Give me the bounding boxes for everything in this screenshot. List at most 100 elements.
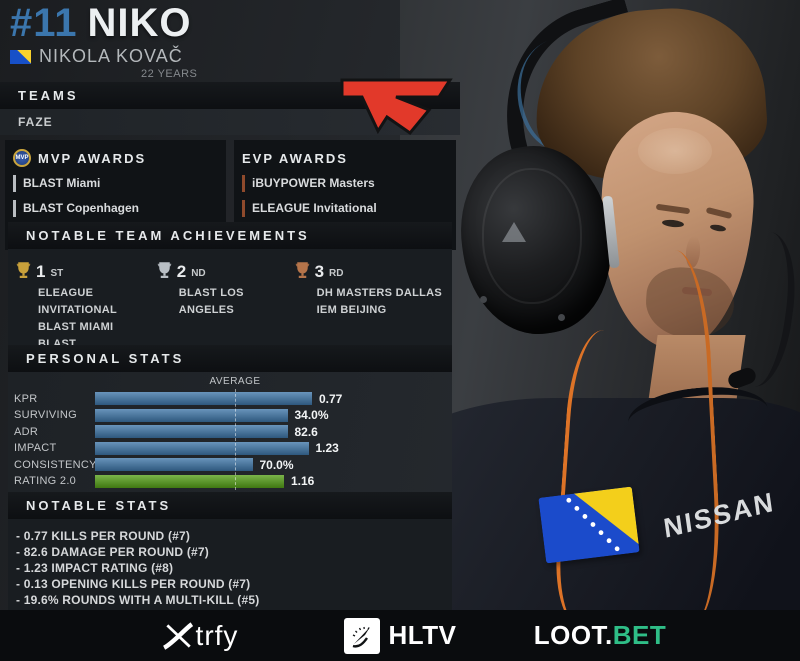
achievement-events: BLAST LOS ANGELES (179, 285, 295, 319)
player-title: #11 NIKO (10, 2, 197, 44)
stat-value: 70.0% (259, 457, 294, 472)
mvp-award-items: BLAST Miami BLAST Copenhagen (13, 175, 218, 217)
notable-stat-line: - 82.6 DAMAGE PER ROUND (#7) (16, 545, 209, 559)
hltv-gauge-graphic (352, 626, 370, 648)
notable-stat-line: - 1.23 IMPACT RATING (#8) (16, 561, 174, 575)
personal-stats-header: PERSONAL STATS (8, 345, 452, 372)
stat-label: SURVIVING (14, 409, 78, 422)
teams-title: TEAMS (18, 88, 79, 103)
stat-bar (95, 392, 312, 405)
stat-bar-track: 34.0% (95, 408, 445, 423)
mvp-award-item: BLAST Copenhagen (13, 200, 139, 217)
mvp-awards-header: MVP MVP AWARDS (13, 147, 218, 169)
stat-row-adr: ADR 82.6 (14, 424, 452, 439)
stat-value: 1.16 (291, 474, 315, 489)
place-row: 1 ST (16, 260, 157, 280)
forehead-highlight (638, 128, 712, 174)
stat-label: ADR (14, 425, 39, 438)
mvp-award-item: BLAST Miami (13, 175, 100, 192)
player-nickname: NIKO (87, 1, 192, 45)
lootbet-wordmark-loot: LOOT. (533, 620, 613, 650)
place-ordinal: ND (191, 268, 206, 279)
evp-award-item: iBUYPOWER Masters (242, 175, 375, 192)
stat-row-kpr: KPR 0.77 (14, 391, 452, 406)
notable-stats-title: NOTABLE STATS (26, 498, 172, 513)
faze-logo-graphic (340, 78, 453, 136)
stat-bar (95, 425, 288, 439)
stat-bar (95, 474, 284, 488)
achievement-group-3rd: 3 RD DH MASTERS DALLAS IEM BEIJING (295, 260, 444, 370)
stat-bar-track: 70.0% (95, 457, 445, 472)
achievement-event: BLAST LOS ANGELES (178, 287, 244, 316)
stat-bar-track: 1.23 (95, 441, 445, 456)
place-number: 3 (314, 262, 325, 281)
place-ordinal: RD (329, 268, 344, 279)
stat-label: KPR (14, 392, 38, 405)
trophy-silver-icon (157, 262, 171, 278)
stat-bar (95, 458, 253, 472)
stat-value: 1.23 (315, 441, 339, 456)
achievements-title: NOTABLE TEAM ACHIEVEMENTS (26, 228, 310, 243)
stat-bar (95, 408, 288, 422)
achievement-event: BLAST MIAMI (38, 321, 114, 333)
lootbet-wordmark-bet: BET (612, 620, 667, 650)
personal-stats-section: PERSONAL STATS AVERAGE KPR 0.77 SURVIVIN… (8, 345, 452, 497)
achievement-event: ELEAGUE INVITATIONAL (38, 287, 117, 316)
place-ordinal: ST (50, 268, 64, 279)
lootbet-logo[interactable]: LOOT. BET (500, 610, 700, 661)
notable-stat-line: - 19.6% ROUNDS WITH A MULTI-KILL (#5) (16, 593, 260, 607)
stat-bar-track: 82.6 (95, 424, 445, 439)
notable-stats-section: NOTABLE STATS - 0.77 KILLS PER ROUND (#7… (8, 492, 452, 620)
stat-value: 34.0% (294, 408, 329, 423)
place-row: 3 RD (295, 260, 444, 280)
notable-stats-body: - 0.77 KILLS PER ROUND (#7) - 82.6 DAMAG… (8, 519, 452, 620)
stat-label: CONSISTENCY (14, 458, 97, 471)
evp-awards-header: EVP AWARDS (242, 147, 448, 169)
xtrfy-x-icon (162, 621, 193, 650)
hltv-logo[interactable]: HLTV (300, 610, 500, 661)
evp-awards-title: EVP AWARDS (242, 150, 348, 166)
stat-bar-track: 1.16 (95, 474, 445, 489)
team-name: FAZE (18, 115, 53, 129)
trophy-gold-icon (16, 262, 31, 278)
mvp-medal-icon: MVP (13, 149, 31, 167)
ear-cup-screw (558, 314, 565, 321)
hltv-wordmark: HLTV (388, 620, 457, 650)
hltv-gauge-icon (343, 617, 380, 654)
stat-bar (95, 441, 309, 455)
notable-stat-line: - 0.13 OPENING KILLS PER ROUND (#7) (16, 577, 251, 591)
bosnia-flag-patch (538, 486, 640, 564)
stat-row-impact: IMPACT 1.23 (14, 441, 452, 456)
average-label: AVERAGE (209, 376, 261, 387)
evp-award-item: ELEAGUE Invitational (242, 200, 377, 217)
achievement-events: DH MASTERS DALLAS IEM BEIJING (317, 285, 444, 319)
place-number: 1 (36, 262, 46, 281)
achievement-event: DH MASTERS DALLAS (316, 287, 443, 299)
notable-stat-line: - 0.77 KILLS PER ROUND (#7) (16, 529, 191, 543)
player-rank: #11 (10, 1, 78, 45)
personal-stats-title: PERSONAL STATS (26, 351, 185, 366)
personal-stats-chart: AVERAGE KPR 0.77 SURVIVING 34.0% (8, 372, 452, 497)
place-number: 2 (176, 262, 187, 281)
player-real-name: NIKOLA KOVAČ (39, 46, 183, 66)
stat-bar-track: 0.77 (95, 391, 445, 406)
trophy-bronze-icon (295, 262, 309, 278)
mvp-awards-title: MVP AWARDS (38, 150, 147, 166)
place-row: 2 ND (157, 260, 295, 280)
stat-row-consistency: CONSISTENCY 70.0% (14, 457, 452, 472)
faze-clan-logo-icon (336, 70, 456, 136)
achievement-event: IEM BEIJING (316, 304, 387, 316)
player-age: 22 YEARS (141, 68, 198, 80)
stat-row-surviving: SURVIVING 34.0% (14, 408, 452, 423)
stat-value: 82.6 (294, 424, 318, 439)
bosnia-flag-icon (10, 49, 31, 64)
ear-cup-screw (480, 296, 487, 303)
stat-row-rating: RATING 2.0 1.16 (14, 474, 452, 489)
achievement-group-2nd: 2 ND BLAST LOS ANGELES (157, 260, 295, 370)
xtrfy-logo[interactable]: trfy (100, 610, 300, 661)
player-name-line: NIKOLA KOVAČ (10, 46, 197, 67)
stat-value: 0.77 (319, 391, 343, 406)
notable-stats-header: NOTABLE STATS (8, 492, 452, 519)
stat-label: IMPACT (14, 442, 57, 455)
